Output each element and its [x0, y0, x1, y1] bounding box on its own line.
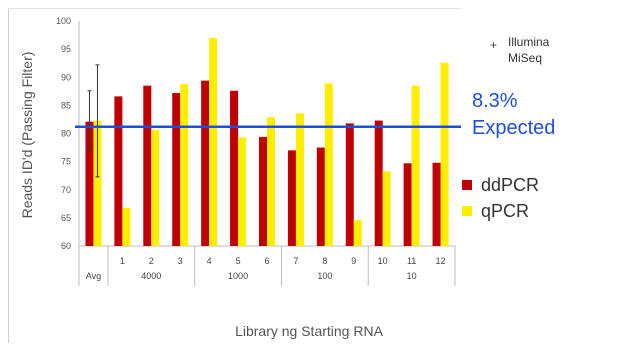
ddpcr-swatch [462, 180, 472, 190]
qpcr-swatch [462, 206, 472, 216]
y-tick-label: 70 [61, 185, 71, 195]
bar-ddpcr-9 [345, 123, 354, 246]
illumina-legend: + Illumina MiSeq [490, 34, 550, 66]
bar-ddpcr-10 [374, 120, 383, 246]
y-tick-label: 85 [61, 100, 71, 110]
x-tick-label-12: 12 [436, 256, 446, 266]
bar-qpcr-12 [440, 62, 449, 246]
legend-item-ddpcr: ddPCR [462, 172, 539, 198]
bar-ddpcr-3 [172, 93, 181, 246]
bar-qpcr-11 [411, 85, 420, 246]
x-tick-label-6: 6 [264, 256, 269, 266]
x-axis-label: Library ng Starting RNA [235, 323, 383, 339]
expected-percent: 8.3% [472, 90, 518, 112]
group-label-1000: 1000 [228, 271, 248, 281]
group-label-10: 10 [407, 271, 417, 281]
bar-ddpcr-6 [259, 136, 267, 246]
bar-qpcr-9 [353, 220, 362, 246]
x-tick-label-3: 3 [178, 256, 183, 266]
y-tick-label: 75 [61, 157, 71, 167]
x-tick-label-8: 8 [322, 256, 327, 266]
bar-qpcr-3 [180, 84, 189, 246]
legend-label-qpcr: qPCR [481, 200, 530, 221]
x-tick-label-10: 10 [378, 256, 388, 266]
y-axis-label: Reads ID'd (Passing Filter) [19, 51, 35, 219]
bar-qpcr-5 [238, 137, 247, 246]
group-label-100: 100 [317, 271, 332, 281]
y-tick-label: 80 [61, 129, 71, 139]
x-tick-label-1: 1 [120, 256, 125, 266]
bar-qpcr-avg [93, 120, 102, 246]
y-tick-label: 90 [61, 72, 71, 82]
bar-ddpcr-2 [143, 85, 152, 246]
x-tick-label-4: 4 [207, 256, 212, 266]
legend-item-qpcr: qPCR [462, 198, 539, 224]
y-tick-label: 95 [61, 44, 71, 54]
bar-qpcr-10 [382, 171, 391, 246]
plus-marker-icon: + [490, 38, 498, 52]
x-tick-label-2: 2 [149, 256, 154, 266]
bar-qpcr-4 [209, 37, 218, 246]
chart-frame: 100 95 90 85 80 75 70 65 60 1 2 3 4 5 6 7 8 9 10 11 12 Avg 400… [8, 8, 461, 343]
bar-qpcr-7 [295, 113, 304, 246]
bar-ddpcr-avg [85, 121, 94, 246]
x-tick-label-5: 5 [236, 256, 241, 266]
y-tick-label: 65 [61, 213, 71, 223]
expected-label: Expected [472, 117, 556, 139]
bar-ddpcr-1 [114, 96, 123, 246]
expected-annotation: 8.3% Expected [472, 88, 555, 142]
y-tick-label: 100 [56, 16, 71, 26]
series-legend: ddPCR qPCR [462, 172, 539, 224]
bar-qpcr-8 [324, 83, 333, 246]
bar-ddpcr-12 [432, 162, 441, 246]
bar-ddpcr-8 [316, 147, 325, 246]
y-tick-label: 60 [61, 241, 71, 251]
x-tick-label-11: 11 [407, 256, 416, 266]
bar-ddpcr-4 [201, 80, 210, 246]
bar-ddpcr-5 [230, 90, 239, 246]
bar-qpcr-1 [122, 207, 131, 246]
x-tick-label-7: 7 [293, 256, 298, 266]
bar-qpcr-6 [267, 117, 275, 246]
group-label-avg: Avg [86, 271, 101, 281]
bar-ddpcr-7 [287, 150, 296, 246]
legend-label-ddpcr: ddPCR [481, 174, 540, 195]
x-tick-label-9: 9 [351, 256, 356, 266]
bar-ddpcr-11 [403, 163, 412, 246]
bar-qpcr-2 [151, 130, 160, 246]
group-label-4000: 4000 [141, 271, 161, 281]
illumina-label-line2: MiSeq [508, 51, 543, 65]
illumina-label-line1: Illumina [508, 35, 550, 49]
